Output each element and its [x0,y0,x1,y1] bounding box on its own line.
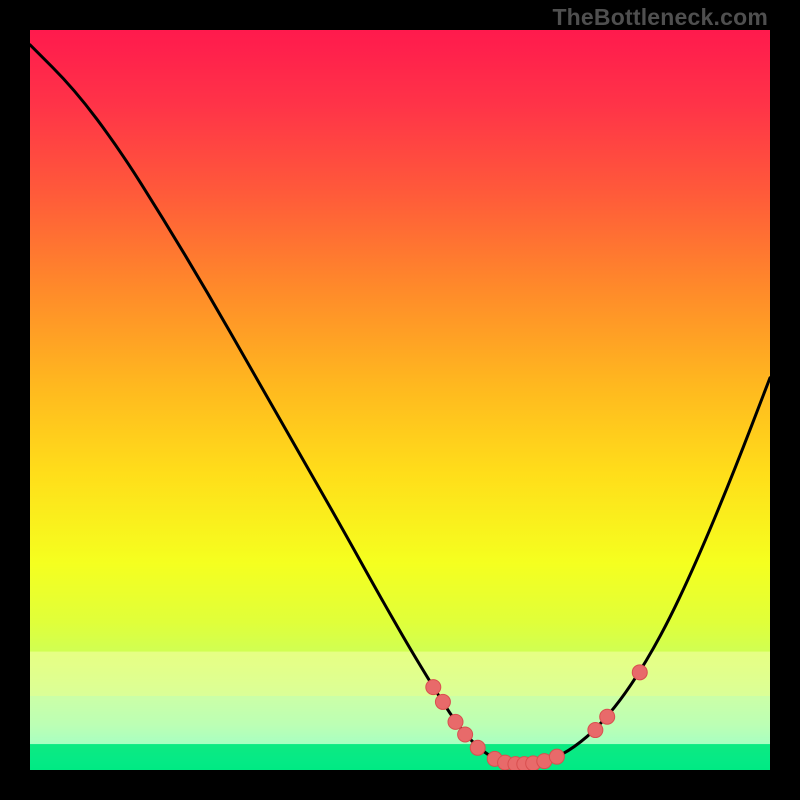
data-marker [588,723,603,738]
data-marker [632,665,647,680]
bottleneck-curve [30,45,770,764]
curve-layer [30,30,770,770]
plot-area [30,30,770,770]
data-marker [448,714,463,729]
watermark-text: TheBottleneck.com [552,4,768,31]
data-marker [600,709,615,724]
data-marker [458,727,473,742]
data-marker [426,680,441,695]
data-marker [435,694,450,709]
data-marker [470,740,485,755]
data-marker [549,749,564,764]
